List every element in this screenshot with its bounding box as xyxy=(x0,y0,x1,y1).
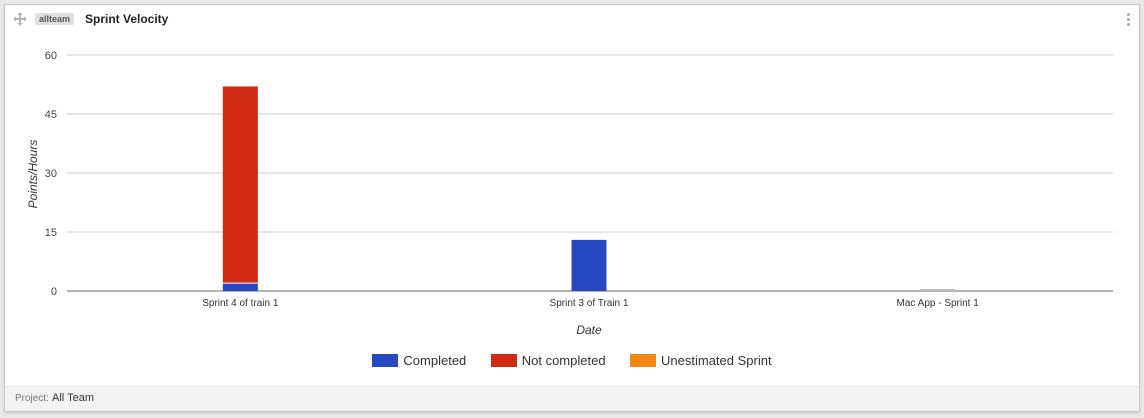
y-tick-label: 15 xyxy=(45,227,57,239)
legend-label-completed: Completed xyxy=(403,353,467,369)
chart-legend: Completed Not completed Unestimated Spri… xyxy=(5,352,1139,372)
y-axis-title: Points/Hours xyxy=(26,139,40,209)
y-tick-label: 30 xyxy=(45,168,57,180)
x-tick-label: Sprint 4 of train 1 xyxy=(202,298,279,309)
velocity-chart: 0 15 30 45 60 Sprint 4 of train 1 Sprint 3 of … xyxy=(45,50,1113,309)
sprint-velocity-widget: allteam Sprint Velocity 0 15 30 45 60 Sprint … xyxy=(4,4,1140,412)
bar-0-0 xyxy=(222,283,258,291)
legend-swatch-unestimated xyxy=(630,354,657,368)
widget-header: allteam Sprint Velocity xyxy=(5,5,1139,33)
widget-footer: Project: All Team xyxy=(5,386,1139,411)
bar-empty-2 xyxy=(920,289,956,291)
legend-label-not-completed: Not completed xyxy=(521,353,606,369)
widget-title: Sprint Velocity xyxy=(85,12,169,26)
team-tag: allteam xyxy=(35,13,75,25)
bar-0-1 xyxy=(571,239,607,291)
y-tick-label: 60 xyxy=(45,50,57,62)
legend-item-unestimated[interactable]: Unestimated Sprint xyxy=(630,353,772,368)
y-tick-label: 45 xyxy=(45,109,57,121)
footer-label: Project: xyxy=(15,393,49,404)
bar-1-0 xyxy=(222,86,258,284)
legend-swatch-not-completed xyxy=(490,354,517,368)
x-tick-label: Mac App - Sprint 1 xyxy=(897,298,980,309)
project-name: All Team xyxy=(52,392,94,404)
x-tick-label: Sprint 3 of Train 1 xyxy=(550,298,629,309)
legend-label-unestimated: Unestimated Sprint xyxy=(661,353,772,369)
legend-item-not-completed[interactable]: Not completed xyxy=(490,353,606,369)
legend-item-completed[interactable]: Completed xyxy=(372,353,466,368)
legend-swatch-completed xyxy=(372,354,399,368)
move-arrows-icon[interactable] xyxy=(13,12,27,26)
vertical-ellipsis-icon[interactable] xyxy=(1125,13,1131,29)
y-tick-label: 0 xyxy=(51,286,57,298)
x-axis-title: Date xyxy=(576,323,602,337)
